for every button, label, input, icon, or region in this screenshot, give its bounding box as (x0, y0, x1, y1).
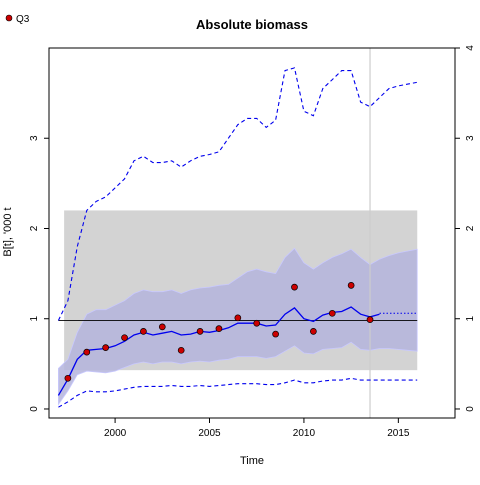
data-point (215, 325, 223, 333)
data-point (310, 328, 317, 335)
chart-title: Absolute biomass (196, 17, 308, 32)
y-right-tick-label: 3 (465, 135, 476, 141)
y-tick-label: 2 (29, 225, 40, 231)
x-axis-label: Time (240, 455, 264, 467)
data-point (234, 314, 242, 322)
data-point (253, 319, 261, 327)
data-point (196, 328, 204, 335)
data-point (328, 309, 336, 317)
y-axis-label: B[t], '000 t (2, 207, 14, 256)
y-tick-label: 1 (29, 316, 40, 322)
data-point (83, 348, 91, 356)
y-tick-label: 0 (29, 406, 40, 412)
data-point (102, 344, 110, 351)
data-point (347, 281, 355, 289)
data-point (177, 346, 185, 354)
x-tick-label: 2005 (198, 428, 221, 439)
x-tick-label: 2000 (104, 428, 127, 439)
data-point (366, 316, 374, 323)
data-point (291, 283, 298, 291)
y-right-tick-label: 4 (465, 45, 476, 51)
legend-label: Q3 (16, 14, 30, 25)
data-point (158, 323, 166, 331)
plot-frame (48, 47, 456, 419)
data-point (272, 330, 279, 338)
legend-marker (5, 14, 13, 22)
data-point (140, 328, 147, 335)
y-right-tick-label: 1 (465, 316, 476, 322)
x-tick-label: 2010 (293, 428, 316, 439)
x-tick-label: 2015 (387, 428, 410, 439)
plot-layer: 2000 2005 2010 2015 0 1 2 3 0 1 2 3 4 (29, 45, 476, 439)
y-right-tick-label: 2 (465, 225, 476, 231)
data-point (64, 374, 72, 382)
data-point (121, 334, 128, 342)
confidence-band (58, 247, 418, 406)
legend: Q3 (5, 14, 30, 25)
series-upper-bound (57, 67, 418, 321)
y-tick-label: 3 (29, 135, 40, 141)
series-lower-bound (58, 377, 418, 408)
y-right-tick-label: 0 (465, 406, 476, 412)
